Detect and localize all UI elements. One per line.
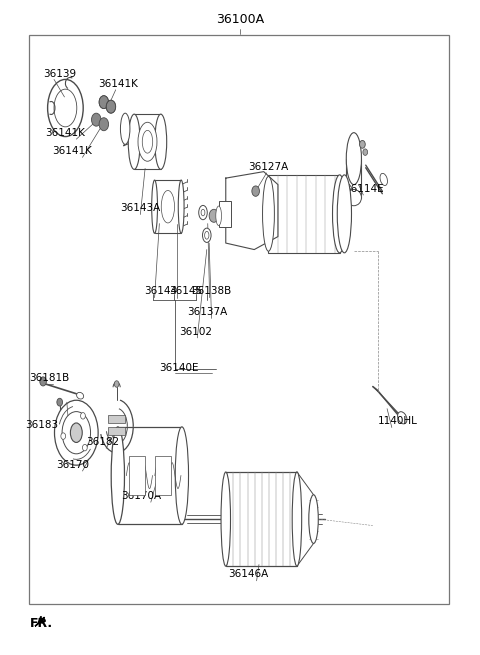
Ellipse shape bbox=[199, 206, 207, 219]
Text: 36102: 36102 bbox=[179, 327, 212, 337]
Ellipse shape bbox=[62, 411, 91, 454]
Circle shape bbox=[252, 186, 260, 196]
Ellipse shape bbox=[54, 89, 77, 127]
Ellipse shape bbox=[77, 392, 84, 399]
Ellipse shape bbox=[216, 206, 221, 225]
Ellipse shape bbox=[71, 423, 82, 442]
Text: 36139: 36139 bbox=[43, 69, 76, 79]
Ellipse shape bbox=[263, 176, 275, 251]
Ellipse shape bbox=[346, 189, 361, 206]
Ellipse shape bbox=[152, 180, 157, 233]
Ellipse shape bbox=[397, 412, 407, 424]
Circle shape bbox=[114, 381, 119, 387]
Circle shape bbox=[99, 96, 108, 109]
Ellipse shape bbox=[161, 191, 175, 223]
Bar bbox=[226, 472, 297, 566]
Circle shape bbox=[40, 377, 47, 386]
Bar bbox=[268, 175, 340, 253]
Text: 36141K: 36141K bbox=[97, 79, 138, 88]
Circle shape bbox=[61, 433, 66, 440]
Text: 36182: 36182 bbox=[86, 437, 119, 447]
Bar bbox=[118, 427, 182, 524]
Ellipse shape bbox=[292, 472, 301, 566]
Circle shape bbox=[360, 140, 365, 148]
Circle shape bbox=[209, 210, 219, 222]
Bar bbox=[108, 427, 125, 435]
Text: 36137A: 36137A bbox=[187, 307, 227, 317]
Bar bbox=[129, 456, 145, 495]
Text: FR.: FR. bbox=[30, 617, 53, 630]
Text: 36138B: 36138B bbox=[191, 286, 231, 296]
Ellipse shape bbox=[333, 175, 347, 253]
Ellipse shape bbox=[346, 133, 361, 185]
Ellipse shape bbox=[380, 174, 387, 185]
Ellipse shape bbox=[178, 180, 184, 233]
Circle shape bbox=[81, 413, 85, 419]
Text: 36146A: 36146A bbox=[228, 569, 269, 580]
Text: 36140E: 36140E bbox=[159, 363, 199, 373]
Ellipse shape bbox=[142, 130, 153, 153]
Ellipse shape bbox=[175, 427, 189, 524]
Circle shape bbox=[363, 149, 368, 155]
Circle shape bbox=[106, 100, 116, 113]
Ellipse shape bbox=[204, 231, 209, 239]
Circle shape bbox=[99, 118, 108, 131]
Bar bbox=[29, 35, 449, 603]
Circle shape bbox=[83, 444, 87, 451]
Ellipse shape bbox=[203, 228, 211, 242]
Text: 36127A: 36127A bbox=[249, 162, 289, 172]
Ellipse shape bbox=[155, 114, 167, 170]
Text: 36170A: 36170A bbox=[121, 491, 161, 501]
Ellipse shape bbox=[309, 495, 318, 544]
Polygon shape bbox=[35, 617, 45, 626]
Text: 36114E: 36114E bbox=[344, 183, 384, 194]
Text: 36143A: 36143A bbox=[120, 203, 161, 213]
Ellipse shape bbox=[55, 400, 98, 465]
Polygon shape bbox=[226, 172, 278, 250]
Ellipse shape bbox=[128, 114, 140, 170]
Ellipse shape bbox=[138, 122, 157, 161]
Text: 36145: 36145 bbox=[169, 286, 202, 296]
Bar bbox=[155, 456, 171, 495]
Ellipse shape bbox=[111, 427, 124, 524]
Bar bbox=[108, 415, 125, 423]
Text: 36183: 36183 bbox=[25, 420, 59, 430]
Text: 36141K: 36141K bbox=[46, 128, 85, 138]
Circle shape bbox=[57, 398, 62, 406]
Text: 1140HL: 1140HL bbox=[378, 416, 418, 426]
Bar bbox=[219, 201, 230, 227]
Text: 36181B: 36181B bbox=[29, 373, 69, 383]
Ellipse shape bbox=[201, 210, 205, 215]
Ellipse shape bbox=[48, 79, 83, 136]
Text: 36144: 36144 bbox=[144, 286, 177, 296]
Text: 36100A: 36100A bbox=[216, 12, 264, 26]
Text: 36141K: 36141K bbox=[53, 146, 93, 156]
Ellipse shape bbox=[337, 175, 351, 253]
Circle shape bbox=[92, 113, 101, 126]
Ellipse shape bbox=[221, 472, 230, 566]
Ellipse shape bbox=[120, 113, 130, 144]
Text: 36170: 36170 bbox=[56, 460, 89, 470]
